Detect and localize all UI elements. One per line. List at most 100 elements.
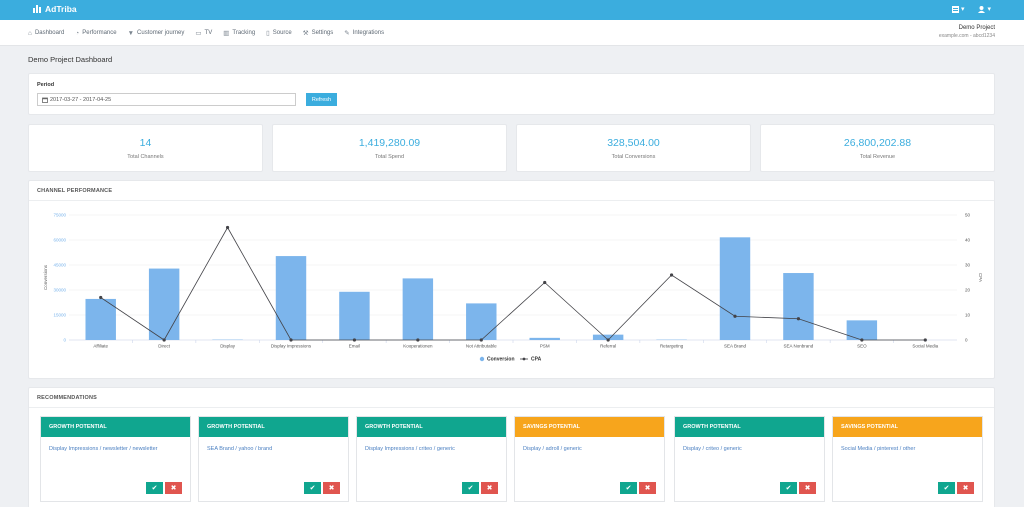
top-bar: AdTriba ▾ ▾: [0, 0, 1024, 20]
section-title: CHANNEL PERFORMANCE: [37, 188, 113, 194]
recommendation-link[interactable]: Display Impressions / criteo / generic: [365, 446, 455, 452]
accept-button[interactable]: ✔: [938, 482, 955, 494]
brand-name: AdTriba: [45, 4, 77, 14]
x-tick-label: SEA Brand: [724, 344, 747, 349]
chevron-down-icon: ▾: [960, 6, 965, 13]
cpa-point: [669, 273, 674, 277]
stat-value: 14: [139, 137, 152, 149]
reject-button[interactable]: ✖: [957, 482, 974, 494]
y2-tick-label: 50: [965, 213, 971, 218]
accept-button[interactable]: ✔: [780, 482, 797, 494]
brand-logo[interactable]: AdTriba: [33, 4, 77, 14]
bar: [592, 334, 624, 340]
reject-button[interactable]: ✖: [165, 482, 182, 494]
nav-item-label: Settings: [311, 30, 334, 36]
x-tick-label: Retargeting: [660, 344, 684, 349]
recommendation-type: GROWTH POTENTIAL: [675, 417, 824, 437]
bar: [466, 303, 497, 340]
legend-marker-conversion: [479, 356, 485, 362]
grid-menu-button[interactable]: ▾: [951, 5, 965, 13]
stat-label: Total Conversions: [611, 154, 656, 160]
legend-label: CPA: [531, 357, 542, 363]
recommendation-type: SAVINGS POTENTIAL: [833, 417, 982, 437]
section-title: RECOMMENDATIONS: [37, 395, 98, 401]
accept-button[interactable]: ✔: [304, 482, 321, 494]
stat-value: 26,800,202.88: [843, 137, 912, 149]
nav-item-label: Source: [272, 30, 292, 36]
nav-item-label: TV: [204, 30, 213, 36]
nav-item-label: Performance: [82, 30, 117, 36]
recommendation-card: GROWTH POTENTIAL SEA Brand / yahoo / bran…: [198, 416, 349, 502]
accept-button[interactable]: ✔: [146, 482, 163, 494]
reject-button[interactable]: ✖: [323, 482, 340, 494]
filter-icon: ▼: [127, 29, 135, 37]
nav-item-customer-journey[interactable]: ▼ Customer journey: [128, 29, 185, 37]
stat-total-channels: 14 Total Channels: [28, 124, 263, 172]
divider: [29, 200, 994, 201]
stat-value: 328,504.00: [607, 137, 660, 149]
recommendation-link[interactable]: Social Media / pinterest / other: [841, 446, 916, 452]
x-tick-label: Affiliate: [93, 344, 108, 349]
project-name: Demo Project: [958, 25, 995, 31]
nav-item-label: Customer journey: [137, 30, 185, 36]
cpa-point: [99, 295, 103, 300]
calendar-icon: [42, 97, 48, 103]
close-icon: ✖: [962, 485, 969, 492]
cpa-line: [100, 226, 926, 341]
reject-button[interactable]: ✖: [481, 482, 498, 494]
nav-item-integrations[interactable]: ✎ Integrations: [344, 29, 384, 37]
close-icon: ✖: [486, 485, 493, 492]
nav-item-settings[interactable]: ⚒ Settings: [303, 29, 334, 37]
nav-item-tv[interactable]: ▭ TV: [195, 29, 212, 37]
date-range-input[interactable]: 2017-03-27 - 2017-04-25: [37, 93, 296, 106]
recommendations-card: RECOMMENDATIONS GROWTH POTENTIAL Display …: [28, 387, 995, 507]
cpa-point: [606, 338, 610, 342]
user-menu-button[interactable]: ▾: [978, 5, 991, 13]
cpa-point: [543, 280, 547, 285]
bar: [339, 291, 370, 340]
accept-button[interactable]: ✔: [462, 482, 479, 494]
cpa-point: [289, 338, 293, 342]
nav-item-tracking[interactable]: ▥ Tracking: [223, 29, 255, 37]
x-tick-label: Kooperationen: [403, 344, 433, 349]
recommendation-link[interactable]: Display / criteo / generic: [683, 446, 742, 452]
nav-item-source[interactable]: ▯ Source: [266, 29, 292, 37]
recommendation-card: GROWTH POTENTIAL Display Impressions / cr…: [356, 416, 507, 502]
recommendation-card: GROWTH POTENTIAL Display Impressions / ne…: [40, 416, 191, 502]
x-tick-label: Social Media: [912, 344, 938, 349]
y-tick-label: 15000: [53, 313, 66, 318]
refresh-button[interactable]: Refresh: [306, 93, 337, 106]
recommendation-link[interactable]: SEA Brand / yahoo / brand: [207, 446, 273, 452]
user-icon: [978, 5, 986, 13]
cpa-point: [733, 314, 737, 318]
recommendation-type: SAVINGS POTENTIAL: [515, 417, 664, 437]
reject-button[interactable]: ✖: [799, 482, 816, 494]
stat-label: Total Spend: [374, 154, 405, 160]
y-tick-label: 45000: [53, 263, 66, 268]
legend-marker-cpa-dot: [522, 357, 526, 361]
nav-item-label: Dashboard: [34, 30, 65, 36]
y2-tick-label: 30: [965, 263, 971, 268]
y-tick-label: 0: [63, 338, 66, 343]
bar-chart-logo-icon: [33, 5, 41, 13]
channel-performance-card: CHANNEL PERFORMANCE 0 15000 30000 45000 6000…: [28, 180, 995, 379]
project-info[interactable]: Demo Project example.com - abcd1234: [939, 25, 995, 39]
y-tick-label: 60000: [53, 238, 66, 243]
accept-button[interactable]: ✔: [620, 482, 637, 494]
x-tick-label: Referral: [600, 344, 616, 349]
check-icon: ✔: [467, 485, 474, 492]
date-range-value: 2017-03-27 - 2017-04-25: [50, 96, 112, 103]
recommendation-link[interactable]: Display Impressions / newsletter / newsl…: [49, 446, 158, 452]
recommendation-link[interactable]: Display / adroll / generic: [523, 446, 582, 452]
nav-item-performance[interactable]: ◔ Performance: [75, 29, 116, 37]
period-card: Period 2017-03-27 - 2017-04-25 Refresh: [28, 73, 995, 115]
stat-total-revenue: 26,800,202.88 Total Revenue: [760, 124, 995, 172]
plug-icon: ✎: [344, 30, 350, 37]
cpa-point: [479, 338, 483, 342]
nav-item-dashboard[interactable]: ⌂ Dashboard: [28, 29, 64, 37]
bar: [529, 337, 560, 340]
check-icon: ✔: [309, 485, 316, 492]
check-icon: ✔: [625, 485, 632, 492]
main-nav: ⌂ Dashboard ◔ Performance ▼ Customer journey ▭…: [0, 20, 1024, 46]
reject-button[interactable]: ✖: [639, 482, 656, 494]
